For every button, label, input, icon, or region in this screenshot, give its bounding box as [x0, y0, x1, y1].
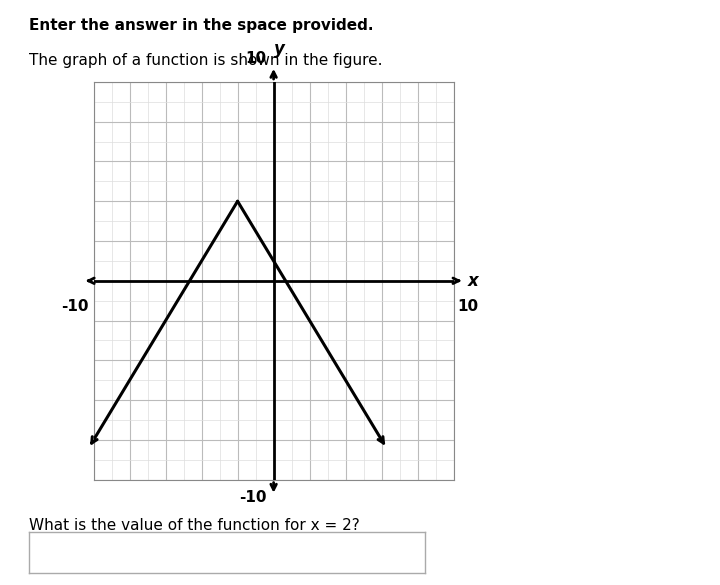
Text: The graph of a function is shown in the figure.: The graph of a function is shown in the …: [29, 53, 382, 68]
Text: -10: -10: [239, 490, 266, 505]
Text: x: x: [468, 272, 479, 290]
Text: 10: 10: [457, 299, 478, 314]
Text: Enter the answer in the space provided.: Enter the answer in the space provided.: [29, 18, 373, 33]
Text: 10: 10: [246, 51, 266, 66]
Text: -10: -10: [60, 299, 89, 314]
Text: y: y: [274, 40, 284, 58]
Text: What is the value of the function for x = 2?: What is the value of the function for x …: [29, 518, 359, 533]
